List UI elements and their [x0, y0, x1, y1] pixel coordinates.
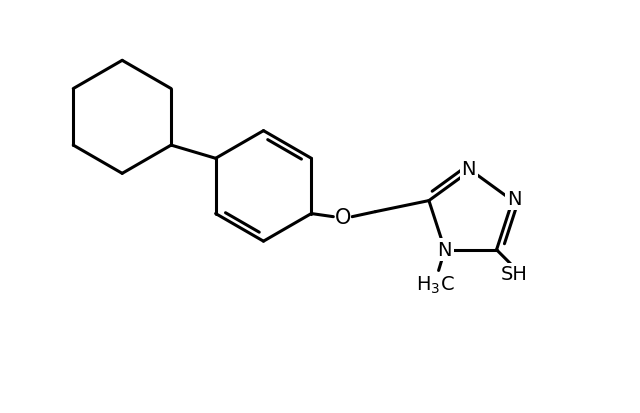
Text: N: N — [507, 190, 522, 209]
Text: SH: SH — [500, 264, 527, 283]
Text: N: N — [438, 241, 452, 260]
Text: H$_3$C: H$_3$C — [416, 274, 455, 295]
Text: N: N — [461, 160, 476, 179]
Text: O: O — [335, 207, 351, 227]
